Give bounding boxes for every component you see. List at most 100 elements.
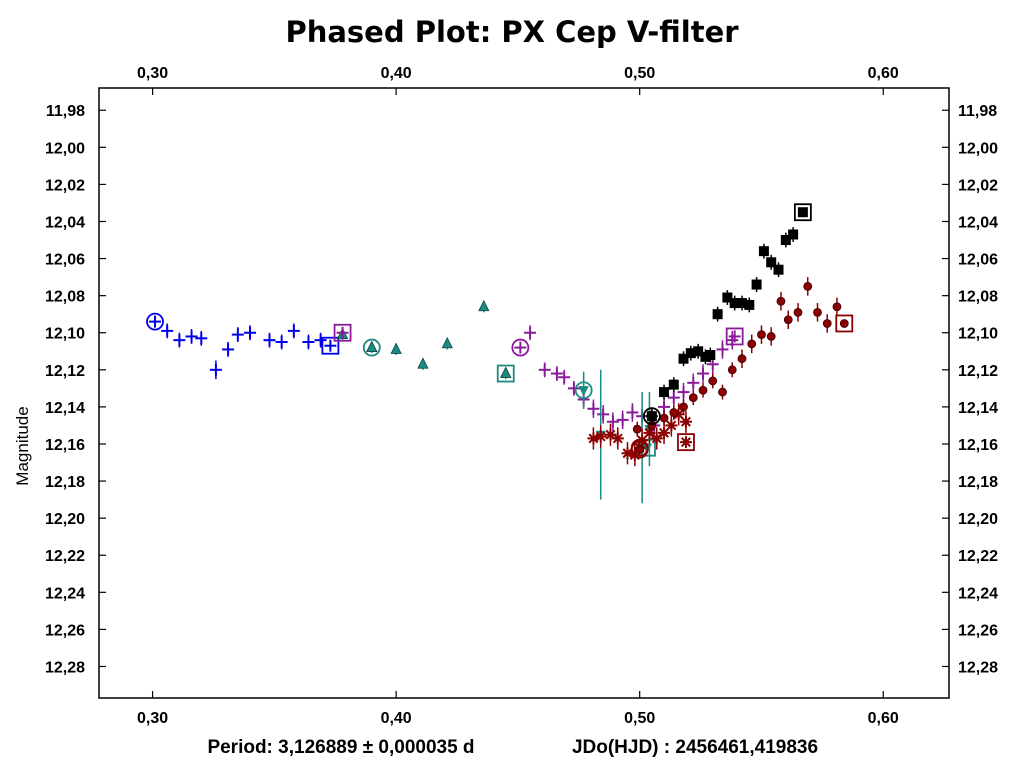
point-asterisk-stroke: [659, 427, 669, 438]
y-tick-label-right: 12,00: [958, 140, 998, 157]
y-tick-label-left: 12,10: [45, 326, 85, 343]
point-square: [678, 353, 689, 364]
y-tick-label-left: 12,04: [45, 214, 85, 231]
y-tick-label-left: 11,98: [46, 103, 85, 120]
point-triangle: [500, 366, 512, 378]
point-dot: [635, 445, 645, 454]
point-square: [780, 235, 791, 246]
boxed-point: [677, 433, 695, 452]
point-triangle: [478, 299, 490, 312]
x-tick-label-top: 0,30: [137, 65, 168, 82]
point-asterisk-stroke: [681, 416, 691, 427]
y-tick-label-left: 12,02: [45, 177, 85, 194]
y-tick-label-left: 12,06: [45, 252, 85, 269]
point-square: [685, 348, 696, 359]
y-tick-label-left: 12,20: [45, 511, 85, 528]
point-square: [744, 299, 755, 310]
point-square: [736, 298, 747, 309]
point-square: [705, 349, 716, 360]
point-asterisk-stroke: [622, 448, 633, 459]
series-0: [146, 312, 340, 380]
y-tick-label-left: 12,14: [45, 400, 85, 417]
point-dot: [803, 281, 813, 291]
series-5: [630, 277, 854, 459]
point-dot: [727, 365, 737, 375]
y-tick-label-right: 12,12: [958, 363, 998, 380]
point-asterisk-stroke: [673, 409, 684, 420]
boxed-point: [835, 314, 854, 333]
y-tick-label-left: 12,00: [45, 140, 85, 157]
point-dot: [669, 408, 679, 417]
x-tick-label-bottom: 0,30: [137, 710, 168, 727]
y-tick-label-right: 12,10: [958, 326, 998, 343]
point-square: [766, 257, 777, 268]
circled-point: [642, 407, 661, 426]
point-square: [751, 279, 762, 290]
x-tick-label-bottom: 0,60: [868, 710, 899, 727]
point-dot: [757, 330, 766, 339]
point-dot: [747, 339, 757, 349]
circled-point: [146, 312, 164, 331]
point-square: [797, 207, 808, 218]
chart-title: Phased Plot: PX Cep V-filter: [285, 15, 739, 49]
y-tick-label-right: 12,18: [958, 474, 998, 491]
circled-point: [511, 338, 530, 357]
point-dot: [793, 307, 803, 317]
y-tick-label-right: 12,20: [958, 511, 998, 528]
y-tick-label-right: 12,26: [958, 622, 998, 639]
y-tick-label-right: 12,04: [958, 214, 998, 231]
y-tick-label-right: 12,22: [958, 548, 998, 565]
y-tick-label-left: 12,24: [45, 585, 85, 602]
point-dot: [659, 413, 669, 423]
point-dot: [766, 332, 776, 341]
x-tick-label-top: 0,50: [624, 65, 655, 82]
y-tick-label-right: 12,14: [958, 400, 998, 417]
point-dot: [783, 315, 793, 325]
x-tick-label-top: 0,40: [381, 65, 412, 82]
point-dot: [632, 424, 642, 434]
point-square: [712, 309, 723, 320]
point-square: [773, 264, 784, 275]
series-6: [642, 203, 812, 426]
boxed-point: [333, 323, 352, 342]
point-dot: [832, 302, 842, 312]
point-triangle-down: [578, 386, 589, 397]
epoch-label: JDo(HJD) : 2456461,419836: [572, 737, 818, 758]
point-asterisk-stroke: [605, 429, 616, 440]
y-tick-label-left: 12,08: [45, 289, 85, 306]
y-tick-label-left: 12,28: [45, 659, 85, 676]
point-triangle: [390, 342, 402, 354]
circled-point: [574, 381, 593, 400]
y-tick-label-right: 12,16: [958, 437, 998, 454]
point-dot: [679, 402, 688, 412]
y-tick-label-right: 12,02: [958, 177, 998, 194]
point-square: [668, 379, 679, 390]
boxed-point: [496, 364, 515, 383]
boxed-point: [793, 203, 812, 222]
point-square: [722, 292, 733, 303]
y-tick-label-right: 12,06: [958, 252, 998, 269]
point-dot: [813, 307, 822, 317]
circled-point: [630, 440, 649, 459]
point-dot: [698, 385, 708, 395]
y-tick-label-left: 12,16: [45, 437, 85, 454]
x-tick-label-bottom: 0,50: [624, 710, 655, 727]
boxed-point: [725, 327, 744, 346]
point-dot: [718, 387, 727, 397]
boxed-point: [321, 336, 340, 355]
point-square: [729, 298, 740, 309]
point-dot: [708, 376, 718, 386]
point-square: [693, 346, 704, 357]
series-1: [336, 299, 515, 383]
point-dot: [737, 354, 747, 364]
x-tick-label-top: 0,60: [868, 65, 899, 82]
circled-point: [362, 338, 381, 357]
y-tick-label-left: 12,26: [45, 622, 85, 639]
point-asterisk-stroke: [612, 433, 623, 444]
plot-frame: [98, 87, 950, 699]
point-triangle: [417, 357, 429, 369]
point-dot: [839, 319, 849, 328]
point-square: [788, 229, 799, 240]
point-dot: [688, 393, 698, 403]
point-square: [758, 246, 769, 257]
